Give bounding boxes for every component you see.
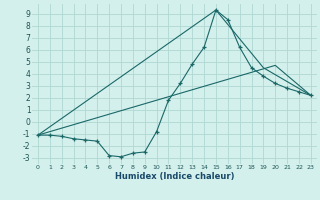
X-axis label: Humidex (Indice chaleur): Humidex (Indice chaleur) <box>115 172 234 181</box>
